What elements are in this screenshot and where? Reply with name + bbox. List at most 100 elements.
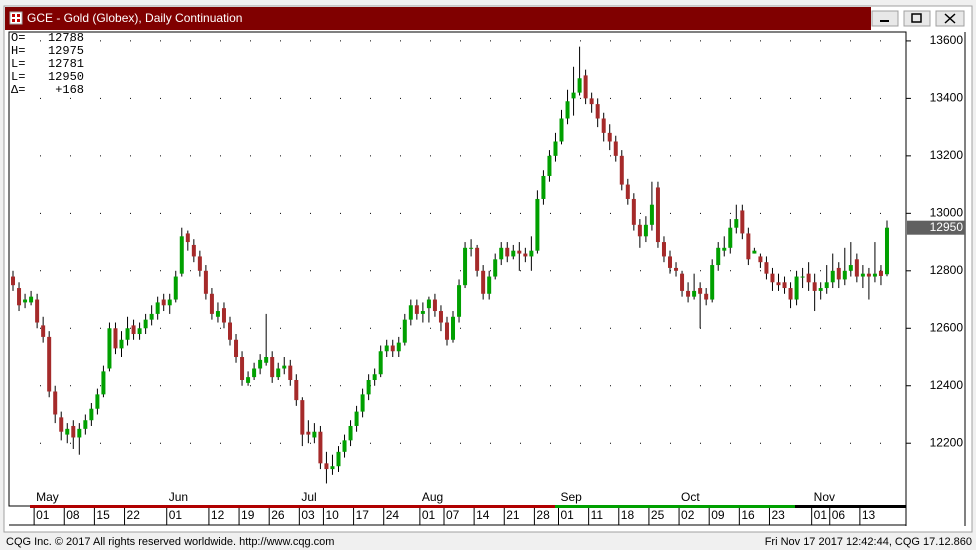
candle-body bbox=[336, 451, 341, 467]
candle-body bbox=[818, 288, 823, 291]
candle-body bbox=[101, 371, 106, 395]
candle-body bbox=[583, 75, 588, 99]
candle-body bbox=[246, 377, 251, 383]
candle-body bbox=[276, 368, 281, 378]
candle-body bbox=[824, 282, 829, 289]
candle-body bbox=[414, 305, 419, 314]
candle-body bbox=[746, 233, 751, 260]
candle-body bbox=[354, 411, 359, 426]
candle-body bbox=[758, 256, 763, 263]
close-button[interactable] bbox=[935, 10, 965, 27]
candle-body bbox=[806, 273, 811, 283]
candle-body bbox=[842, 270, 847, 280]
title-bar[interactable] bbox=[5, 7, 871, 30]
candle-body bbox=[493, 259, 498, 277]
candle-body bbox=[29, 296, 34, 303]
candle-body bbox=[517, 250, 522, 254]
candle-body bbox=[710, 265, 715, 300]
x-tick-label: 22 bbox=[127, 508, 141, 522]
restore-button[interactable] bbox=[903, 10, 931, 27]
candle-body bbox=[595, 104, 600, 119]
y-tick-label: 13200 bbox=[930, 148, 964, 162]
candle-body bbox=[240, 357, 245, 380]
last-price-label: 12950 bbox=[930, 220, 964, 234]
y-tick-label: 12600 bbox=[930, 320, 964, 334]
candle-body bbox=[89, 408, 94, 421]
plot-frame bbox=[8, 31, 907, 507]
candle-body bbox=[264, 357, 269, 363]
x-tick-label: 06 bbox=[832, 508, 846, 522]
candle-body bbox=[396, 342, 401, 352]
x-tick-label: 17 bbox=[356, 508, 370, 522]
candle-body bbox=[872, 273, 877, 277]
candle-body bbox=[360, 394, 365, 412]
x-tick-label: 01 bbox=[169, 508, 183, 522]
candle-body bbox=[372, 374, 377, 380]
candle-body bbox=[173, 276, 178, 300]
candle-body bbox=[444, 322, 449, 340]
candle-body bbox=[107, 328, 112, 369]
candle-body bbox=[185, 233, 190, 243]
x-tick-label: 23 bbox=[771, 508, 785, 522]
x-tick-label: 15 bbox=[96, 508, 110, 522]
candle-body bbox=[77, 428, 82, 438]
candle-body bbox=[625, 184, 630, 199]
candle-body bbox=[547, 155, 552, 176]
footer-timestamp: Fri Nov 17 2017 12:42:44, CQG 17.12.860 bbox=[765, 536, 972, 548]
month-label: Oct bbox=[681, 490, 700, 504]
candle-body bbox=[571, 92, 576, 99]
x-tick-label: 12 bbox=[211, 508, 225, 522]
candle-body bbox=[505, 247, 510, 257]
candle-body bbox=[499, 247, 504, 260]
candle-body bbox=[197, 256, 202, 271]
candle-body bbox=[53, 391, 58, 415]
minimize-button[interactable] bbox=[871, 10, 899, 27]
candle-body bbox=[17, 288, 22, 306]
candle-body bbox=[300, 400, 305, 435]
candle-body bbox=[553, 141, 558, 156]
candle-body bbox=[149, 313, 154, 320]
app-icon bbox=[9, 11, 23, 25]
candle-body bbox=[776, 282, 781, 286]
x-tick-label: 13 bbox=[862, 508, 876, 522]
x-tick-label: 01 bbox=[36, 508, 50, 522]
candle-body bbox=[607, 132, 612, 142]
candle-body bbox=[692, 290, 697, 297]
candle-body bbox=[306, 431, 311, 435]
candle-body bbox=[668, 256, 672, 268]
candle-body bbox=[782, 282, 787, 289]
y-tick-label: 12200 bbox=[930, 435, 964, 449]
candle-body bbox=[860, 273, 865, 277]
candle-body bbox=[812, 282, 817, 291]
candle-body bbox=[481, 270, 486, 294]
candle-body bbox=[848, 265, 853, 271]
candle-body bbox=[475, 247, 480, 271]
candle-body bbox=[487, 276, 492, 294]
info-value: 12975 bbox=[48, 44, 84, 58]
candle-body bbox=[113, 328, 118, 349]
x-tick-label: 10 bbox=[325, 508, 339, 522]
candle-body bbox=[324, 463, 329, 470]
x-tick-label: 03 bbox=[301, 508, 315, 522]
month-label: Nov bbox=[814, 490, 835, 504]
candle-body bbox=[457, 285, 462, 317]
candle-body bbox=[559, 118, 564, 142]
candle-body bbox=[318, 431, 323, 464]
info-value: 12788 bbox=[48, 31, 84, 45]
info-value: 12781 bbox=[48, 57, 84, 71]
candle-body bbox=[348, 425, 353, 441]
candle-body bbox=[215, 311, 220, 317]
candle-body bbox=[402, 319, 407, 343]
candle-body bbox=[426, 299, 431, 309]
candle-body bbox=[209, 293, 214, 314]
candle-body bbox=[698, 288, 703, 294]
x-tick-label: 09 bbox=[711, 508, 725, 522]
candle-body bbox=[680, 273, 685, 291]
candle-body bbox=[535, 198, 540, 251]
candle-body bbox=[221, 308, 226, 323]
x-tick-label: 01 bbox=[422, 508, 436, 522]
candle-body bbox=[878, 270, 883, 276]
info-label: O= bbox=[11, 31, 25, 45]
candle-body bbox=[47, 336, 52, 392]
